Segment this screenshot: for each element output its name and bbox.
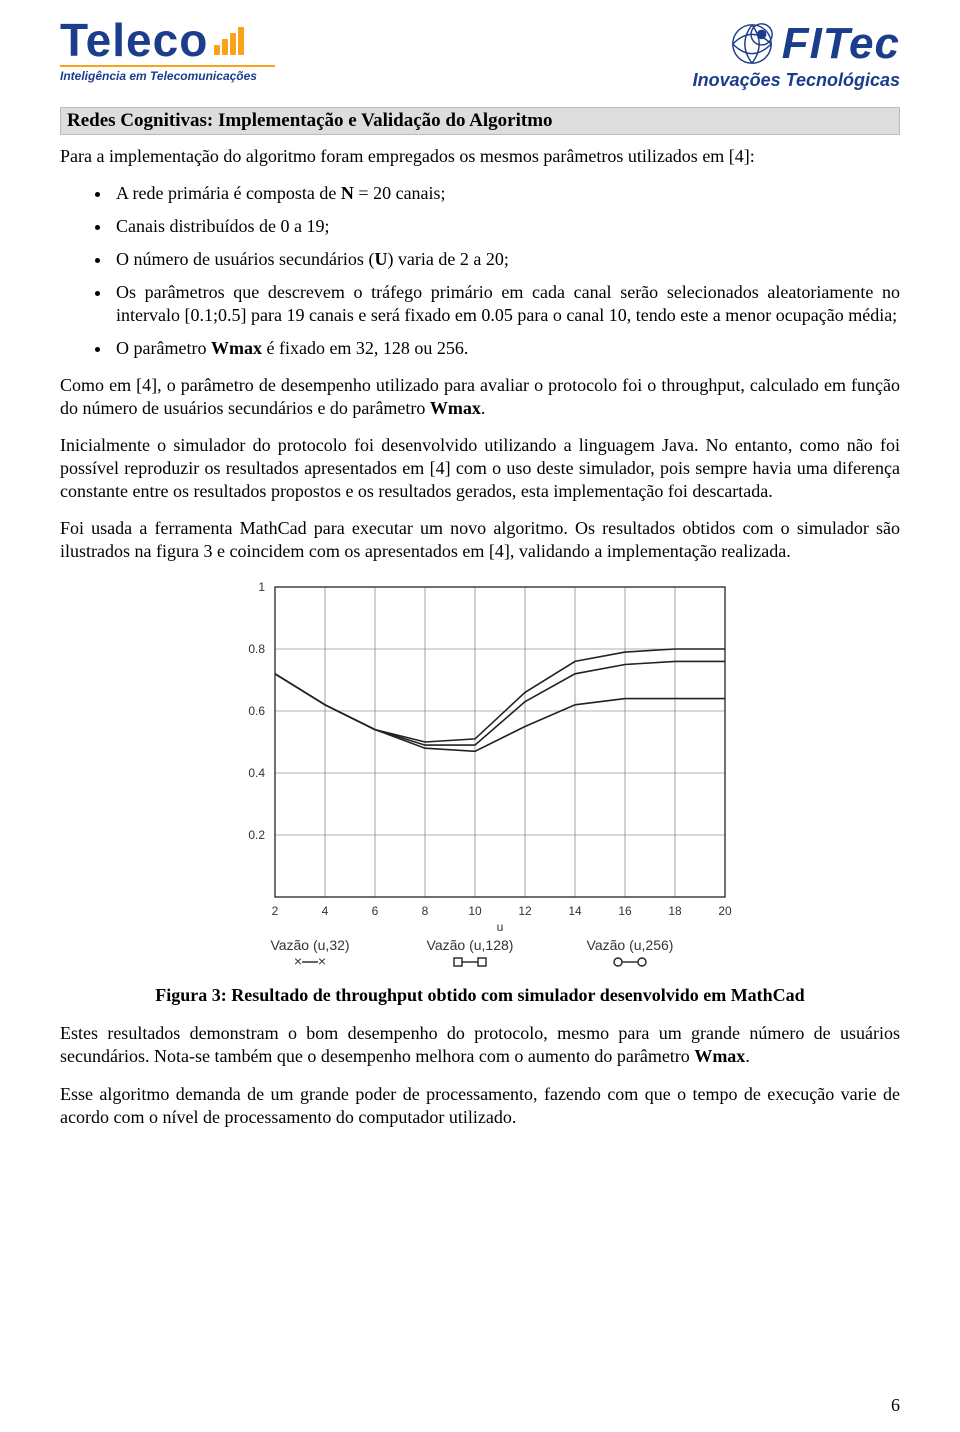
svg-text:0.2: 0.2 bbox=[248, 828, 265, 842]
list-item: O parâmetro Wmax é fixado em 32, 128 ou … bbox=[112, 337, 900, 360]
teleco-wordmark: Teleco bbox=[60, 20, 208, 61]
svg-text:18: 18 bbox=[668, 904, 682, 918]
svg-text:14: 14 bbox=[568, 904, 582, 918]
bullet-list: A rede primária é composta de N = 20 can… bbox=[112, 182, 900, 360]
svg-text:20: 20 bbox=[718, 904, 732, 918]
svg-text:×: × bbox=[318, 953, 326, 969]
body-para: Inicialmente o simulador do protocolo fo… bbox=[60, 434, 900, 503]
svg-text:u: u bbox=[497, 920, 504, 934]
teleco-logo: Teleco Inteligência em Telecomunicações bbox=[60, 20, 275, 83]
section-title: Redes Cognitivas: Implementação e Valida… bbox=[60, 107, 900, 135]
list-item: O número de usuários secundários (U) var… bbox=[112, 248, 900, 271]
throughput-chart: 2 4 6 8 10 12 14 16 18 20 0.2 0.4 0.6 0.8 1 u Vazão (u,3… bbox=[220, 577, 740, 972]
svg-text:10: 10 bbox=[468, 904, 482, 918]
svg-text:0.6: 0.6 bbox=[248, 704, 265, 718]
svg-text:Vazão (u,128): Vazão (u,128) bbox=[427, 937, 514, 953]
fitec-tagline: Inovações Tecnológicas bbox=[693, 70, 900, 91]
list-item: Os parâmetros que descrevem o tráfego pr… bbox=[112, 281, 900, 327]
page-header: Teleco Inteligência em Telecomunicações … bbox=[60, 20, 900, 91]
svg-text:0.4: 0.4 bbox=[248, 766, 265, 780]
teleco-bars-icon bbox=[214, 27, 244, 55]
svg-text:2: 2 bbox=[272, 904, 279, 918]
svg-text:Vazão (u,32): Vazão (u,32) bbox=[270, 937, 349, 953]
svg-text:8: 8 bbox=[422, 904, 429, 918]
svg-text:6: 6 bbox=[372, 904, 379, 918]
list-item: A rede primária é composta de N = 20 can… bbox=[112, 182, 900, 205]
fitec-globe-icon bbox=[728, 20, 776, 68]
body-para: Esse algoritmo demanda de um grande pode… bbox=[60, 1083, 900, 1129]
svg-text:Vazão (u,256): Vazão (u,256) bbox=[587, 937, 674, 953]
svg-text:16: 16 bbox=[618, 904, 632, 918]
fitec-wordmark: FITec bbox=[782, 24, 900, 64]
body-para: Foi usada a ferramenta MathCad para exec… bbox=[60, 517, 900, 563]
list-item: Canais distribuídos de 0 a 19; bbox=[112, 215, 900, 238]
svg-text:12: 12 bbox=[518, 904, 532, 918]
page-number: 6 bbox=[891, 1395, 900, 1416]
fitec-logo: FITec Inovações Tecnológicas bbox=[693, 20, 900, 91]
svg-text:0.8: 0.8 bbox=[248, 642, 265, 656]
body-para: Como em [4], o parâmetro de desempenho u… bbox=[60, 374, 900, 420]
svg-text:4: 4 bbox=[322, 904, 329, 918]
body-para: Estes resultados demonstram o bom desemp… bbox=[60, 1022, 900, 1068]
svg-text:×: × bbox=[294, 953, 302, 969]
teleco-tagline: Inteligência em Telecomunicações bbox=[60, 65, 275, 83]
figure-3: 2 4 6 8 10 12 14 16 18 20 0.2 0.4 0.6 0.8 1 u Vazão (u,3… bbox=[60, 577, 900, 977]
svg-text:1: 1 bbox=[258, 580, 265, 594]
figure-caption: Figura 3: Resultado de throughput obtido… bbox=[60, 985, 900, 1006]
intro-para: Para a implementação do algoritmo foram … bbox=[60, 145, 900, 168]
